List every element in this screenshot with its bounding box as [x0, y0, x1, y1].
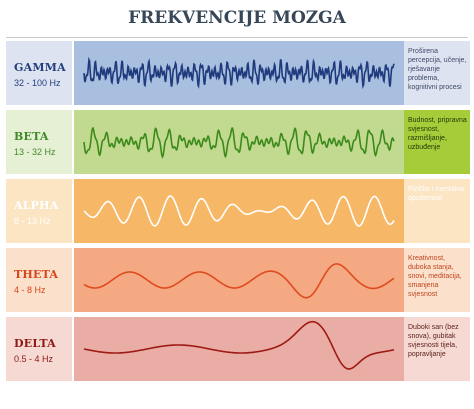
- band-wave-theta: [74, 248, 404, 312]
- band-row-beta: BETA 13 - 32 Hz Budnost, pripravna svjesno…: [6, 110, 470, 174]
- band-frequency: 13 - 32 Hz: [14, 147, 56, 157]
- band-row-delta: DELTA 0.5 - 4 Hz Duboki san (bez snova), g…: [6, 317, 470, 381]
- band-name: GAMMA: [14, 61, 66, 74]
- band-frequency: 8 - 13 Hz: [14, 216, 51, 226]
- waveform-graphic: [83, 126, 395, 159]
- band-row-alpha: ALPHA 8 - 13 Hz Fizička i mentalna opušten…: [6, 179, 470, 243]
- band-row-gamma: GAMMA 32 - 100 Hz Proširena percepcija, uč…: [6, 41, 470, 105]
- band-frequency: 0.5 - 4 Hz: [14, 354, 54, 364]
- waveform-graphic: [83, 320, 395, 370]
- title-divider: [6, 37, 468, 38]
- band-label-gamma: GAMMA 32 - 100 Hz: [6, 41, 72, 105]
- waveform-graphic: [83, 56, 395, 90]
- band-frequency: 4 - 8 Hz: [14, 285, 46, 295]
- band-label-alpha: ALPHA 8 - 13 Hz: [6, 179, 72, 243]
- band-description-text: Duboki san (bez snova), gubitak svjesnos…: [408, 324, 459, 358]
- band-row-theta: THETA 4 - 8 Hz Kreativnost, duboka stanja,…: [6, 248, 470, 312]
- band-description-alpha: Fizička i mentalna opuštenost: [404, 179, 470, 243]
- band-wave-delta: [74, 317, 404, 381]
- band-wave-alpha: [74, 179, 404, 243]
- band-description-gamma: Proširena percepcija, učenje, rješavanje…: [404, 41, 470, 105]
- band-description-text: Fizička i mentalna opuštenost: [408, 186, 465, 202]
- waveform-line: [83, 56, 395, 90]
- band-name: THETA: [14, 268, 59, 281]
- band-name: DELTA: [14, 337, 56, 350]
- waveform-line: [83, 263, 395, 299]
- band-description-text: Proširena percepcija, učenje, rješavanje…: [408, 48, 467, 91]
- waveform-line: [83, 195, 395, 227]
- band-wave-gamma: [74, 41, 404, 105]
- band-wave-beta: [74, 110, 404, 174]
- waveform-graphic: [83, 263, 395, 299]
- band-description-theta: Kreativnost, duboka stanja, snovi, medit…: [404, 248, 470, 312]
- band-label-theta: THETA 4 - 8 Hz: [6, 248, 72, 312]
- band-frequency: 32 - 100 Hz: [14, 78, 61, 88]
- band-label-beta: BETA 13 - 32 Hz: [6, 110, 72, 174]
- waveform-graphic: [83, 195, 395, 227]
- band-name: BETA: [14, 130, 49, 143]
- waveform-line: [83, 126, 395, 159]
- page-title: FREKVENCIJE MOZGA: [128, 8, 346, 28]
- band-description-text: Budnost, pripravna svjesnost, razmišljan…: [408, 117, 467, 151]
- band-name: ALPHA: [14, 199, 59, 212]
- band-description-beta: Budnost, pripravna svjesnost, razmišljan…: [404, 110, 470, 174]
- band-description-delta: Duboki san (bez snova), gubitak svjesnos…: [404, 317, 470, 381]
- waveform-line: [83, 320, 395, 370]
- band-description-text: Kreativnost, duboka stanja, snovi, medit…: [408, 255, 462, 298]
- band-label-delta: DELTA 0.5 - 4 Hz: [6, 317, 72, 381]
